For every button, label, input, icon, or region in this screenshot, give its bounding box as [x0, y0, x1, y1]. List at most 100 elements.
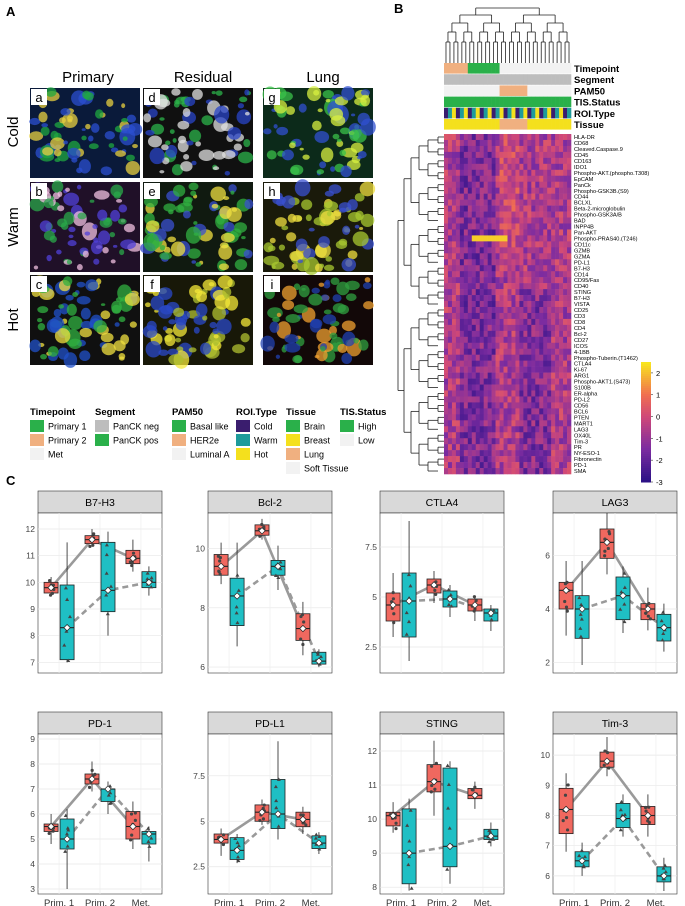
colorbar-segment [641, 414, 651, 417]
heatmap-cell [483, 187, 488, 194]
heatmap-cell [447, 384, 453, 391]
tile-letter: f [150, 277, 154, 292]
heatmap-cell [523, 408, 528, 415]
heatmap-cell [479, 283, 484, 290]
heatmap-cell [499, 420, 504, 427]
heatmap-cell [503, 145, 508, 153]
colorbar-segment [641, 374, 651, 377]
data-point [104, 571, 109, 575]
cell-blob [163, 246, 171, 254]
heatmap-cell [547, 134, 552, 141]
cell-blob [299, 147, 304, 151]
heatmap-cell [555, 342, 560, 350]
heatmap-cell [527, 366, 532, 373]
heatmap-cell [523, 277, 528, 284]
heatmap-cell [563, 408, 568, 415]
heatmap-cell [447, 426, 453, 433]
cell-blob [195, 303, 208, 317]
heatmap-cell [483, 223, 488, 230]
heatmap-cell [507, 318, 512, 326]
heatmap-cell [499, 199, 504, 206]
heatmap-cell [451, 139, 457, 147]
heatmap-cell [539, 318, 544, 326]
heatmap-cell [475, 223, 481, 230]
data-point [216, 554, 220, 558]
heatmap-cell [451, 426, 457, 433]
heatmap-cell [447, 462, 453, 469]
data-point [90, 768, 94, 772]
heatmap-cell [463, 289, 469, 296]
heatmap-cell [567, 265, 572, 272]
heatmap-cell [459, 175, 465, 183]
cell-blob [219, 205, 232, 220]
heatmap-cell [447, 378, 453, 385]
x-tick-label: Prim. 2 [85, 898, 115, 906]
heatmap-cell [503, 432, 508, 439]
heatmap-cell [444, 378, 449, 385]
heatmap-cell [563, 229, 568, 236]
heatmap-cell [467, 193, 473, 200]
x-tick-label: Prim. 2 [427, 898, 457, 906]
heatmap-cell [444, 444, 449, 451]
heatmap-cell [535, 396, 540, 403]
data-point [302, 620, 306, 624]
heatmap-cell [444, 277, 449, 284]
heatmap-cell [527, 271, 532, 278]
colorbar-segment [641, 468, 651, 471]
heatmap-cell [559, 271, 564, 278]
heatmap-cell [475, 372, 481, 379]
cell-blob [339, 127, 351, 135]
heatmap-cell [531, 151, 536, 159]
legend-swatch [236, 448, 250, 460]
cell-blob [320, 294, 330, 301]
heatmap-cell [483, 402, 488, 409]
heatmap-cell [523, 462, 528, 469]
heatmap-cell [535, 175, 540, 183]
heatmap-cell [487, 157, 492, 165]
heatmap-cell [543, 402, 548, 409]
heatmap-cell [507, 277, 512, 284]
heatmap-cell [515, 336, 520, 344]
heatmap-cell [459, 462, 465, 469]
heatmap-cell [495, 432, 500, 439]
heatmap-cell [447, 456, 453, 463]
annotation-cell [547, 96, 552, 108]
heatmap-cell [455, 217, 461, 224]
data-point [64, 831, 69, 836]
annotation-cell [483, 85, 488, 96]
data-point [236, 858, 241, 863]
heatmap-cell [491, 139, 496, 147]
heatmap-cell [523, 306, 528, 314]
cell-blob [77, 212, 87, 220]
heatmap-cell [547, 151, 552, 159]
mean-marker [644, 605, 652, 613]
cell-blob [173, 307, 185, 317]
heatmap-cell [543, 205, 548, 212]
heatmap-cell [539, 312, 544, 320]
heatmap-cell [444, 229, 449, 236]
cell-blob [116, 198, 123, 203]
heatmap-cell [503, 217, 508, 224]
annotation-cell [519, 107, 524, 119]
heatmap-cell [459, 444, 465, 451]
heatmap-cell [467, 295, 473, 302]
heatmap-cell [511, 336, 516, 344]
heatmap-cell [499, 384, 504, 391]
cell-blob [308, 293, 323, 306]
heatmap-cell [451, 312, 457, 320]
heatmap-cell [467, 432, 473, 439]
heatmap-cell [491, 181, 496, 188]
cell-blob [316, 328, 332, 343]
heatmap-cell [444, 348, 449, 356]
heatmap-cell [527, 318, 532, 326]
cell-blob [54, 328, 71, 344]
heatmap-cell [451, 193, 457, 200]
data-point [618, 607, 623, 611]
annotation-cell [471, 85, 477, 96]
heatmap-cell [487, 342, 492, 350]
data-point [473, 785, 477, 789]
heatmap-cell [543, 157, 548, 165]
heatmap-cell [459, 402, 465, 409]
heatmap-cell [543, 372, 548, 379]
heatmap-cell [551, 348, 556, 356]
